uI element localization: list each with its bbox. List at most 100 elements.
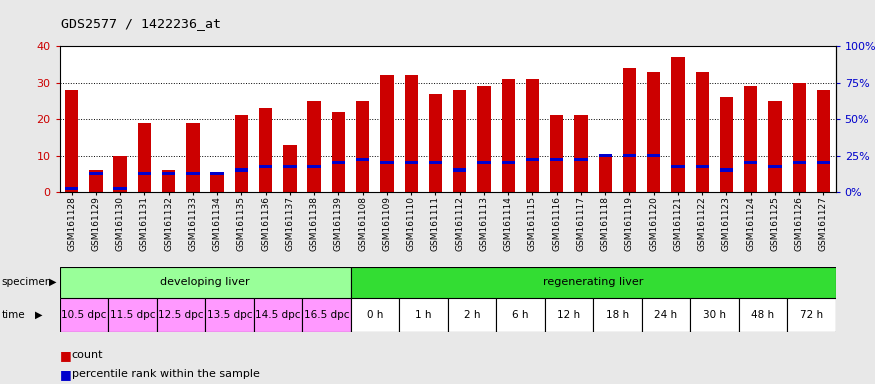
Bar: [356, 157, 369, 161]
Bar: [65, 187, 78, 190]
Bar: [817, 90, 830, 192]
Bar: [211, 174, 224, 192]
Bar: [671, 165, 684, 168]
Bar: [284, 165, 297, 168]
Bar: [768, 101, 781, 192]
Text: 11.5 dpc: 11.5 dpc: [109, 310, 155, 320]
Text: GDS2577 / 1422236_at: GDS2577 / 1422236_at: [61, 17, 221, 30]
Text: 6 h: 6 h: [512, 310, 528, 320]
Bar: [453, 90, 466, 192]
Text: ▶: ▶: [35, 310, 43, 320]
Bar: [550, 115, 564, 192]
Bar: [254, 298, 302, 332]
Bar: [332, 112, 345, 192]
Bar: [598, 154, 612, 157]
Text: 0 h: 0 h: [367, 310, 383, 320]
Bar: [356, 101, 369, 192]
Bar: [351, 267, 836, 298]
Bar: [477, 161, 491, 164]
Bar: [186, 172, 200, 175]
Bar: [332, 161, 345, 164]
Bar: [720, 169, 733, 172]
Bar: [447, 298, 496, 332]
Text: 1 h: 1 h: [415, 310, 431, 320]
Bar: [501, 161, 514, 164]
Bar: [89, 172, 102, 175]
Bar: [544, 298, 593, 332]
Bar: [744, 161, 758, 164]
Bar: [284, 145, 297, 192]
Bar: [817, 161, 830, 164]
Text: time: time: [2, 310, 25, 320]
Text: 24 h: 24 h: [654, 310, 677, 320]
Bar: [623, 154, 636, 157]
Bar: [404, 75, 418, 192]
Text: 2 h: 2 h: [464, 310, 480, 320]
Text: 12 h: 12 h: [557, 310, 580, 320]
Bar: [404, 161, 418, 164]
Bar: [720, 97, 733, 192]
Bar: [234, 115, 248, 192]
Text: specimen: specimen: [2, 277, 52, 287]
Bar: [399, 298, 447, 332]
Bar: [259, 165, 272, 168]
Bar: [574, 157, 588, 161]
Bar: [647, 154, 661, 157]
Bar: [108, 298, 157, 332]
Bar: [60, 267, 351, 298]
Text: regenerating liver: regenerating liver: [542, 277, 643, 287]
Text: 18 h: 18 h: [606, 310, 629, 320]
Bar: [526, 157, 539, 161]
Bar: [744, 86, 758, 192]
Bar: [696, 165, 709, 168]
Text: 16.5 dpc: 16.5 dpc: [304, 310, 349, 320]
Bar: [598, 156, 612, 192]
Bar: [496, 298, 544, 332]
Bar: [259, 108, 272, 192]
Bar: [307, 101, 321, 192]
Text: 10.5 dpc: 10.5 dpc: [61, 310, 107, 320]
Bar: [114, 187, 127, 190]
Text: percentile rank within the sample: percentile rank within the sample: [72, 369, 260, 379]
Text: 12.5 dpc: 12.5 dpc: [158, 310, 204, 320]
Bar: [696, 71, 709, 192]
Bar: [307, 165, 321, 168]
Bar: [574, 115, 588, 192]
Text: 13.5 dpc: 13.5 dpc: [206, 310, 252, 320]
Bar: [234, 169, 248, 172]
Bar: [157, 298, 205, 332]
Bar: [162, 172, 175, 175]
Bar: [351, 298, 399, 332]
Bar: [793, 161, 806, 164]
Text: 14.5 dpc: 14.5 dpc: [255, 310, 300, 320]
Text: ▶: ▶: [49, 277, 57, 287]
Bar: [89, 170, 102, 192]
Bar: [381, 161, 394, 164]
Bar: [550, 157, 564, 161]
Bar: [690, 298, 738, 332]
Bar: [453, 169, 466, 172]
Text: 48 h: 48 h: [752, 310, 774, 320]
Bar: [302, 298, 351, 332]
Text: ■: ■: [60, 368, 71, 381]
Bar: [205, 298, 254, 332]
Bar: [738, 298, 788, 332]
Bar: [137, 172, 151, 175]
Bar: [526, 79, 539, 192]
Text: 30 h: 30 h: [703, 310, 726, 320]
Bar: [429, 161, 442, 164]
Text: ■: ■: [60, 349, 71, 362]
Bar: [501, 79, 514, 192]
Bar: [477, 86, 491, 192]
Bar: [114, 156, 127, 192]
Bar: [162, 170, 175, 192]
Bar: [65, 90, 78, 192]
Bar: [793, 83, 806, 192]
Bar: [186, 123, 200, 192]
Bar: [60, 298, 108, 332]
Bar: [788, 298, 836, 332]
Bar: [768, 165, 781, 168]
Bar: [429, 94, 442, 192]
Bar: [593, 298, 641, 332]
Bar: [647, 71, 661, 192]
